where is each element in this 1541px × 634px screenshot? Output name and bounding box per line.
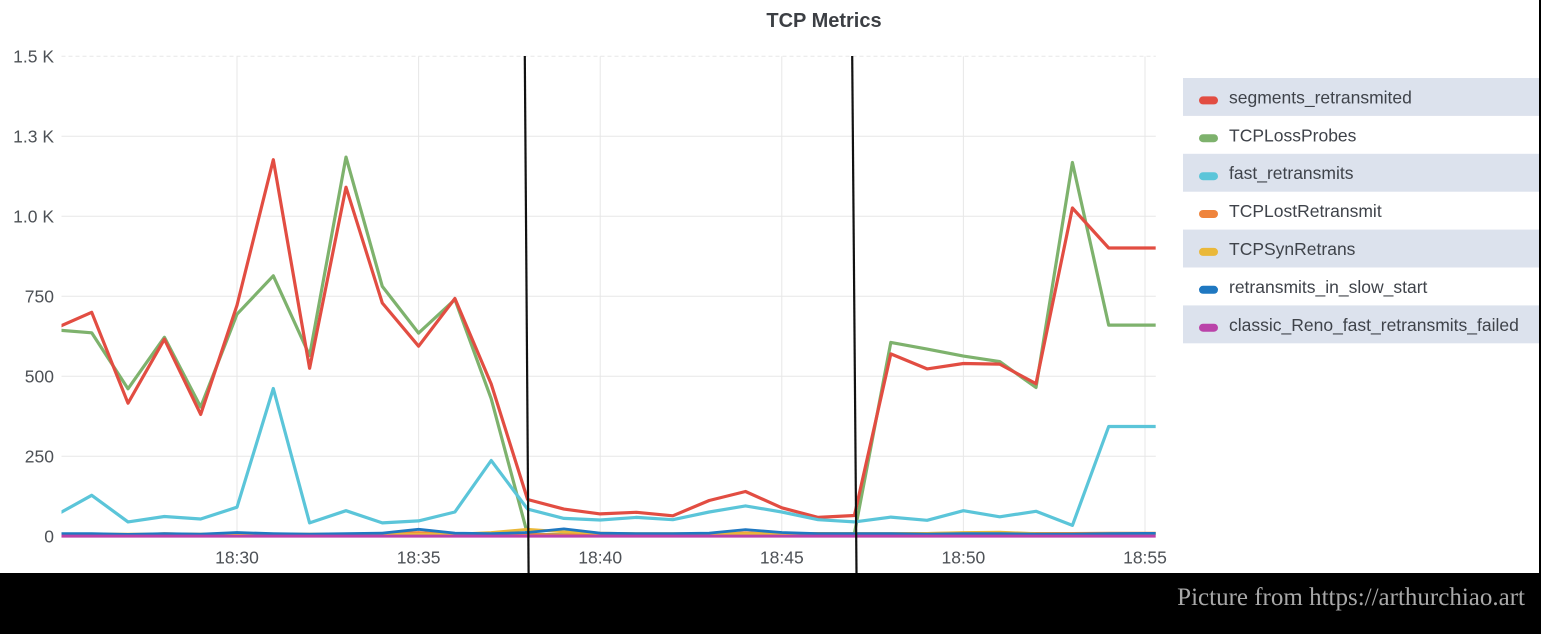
svg-text:classic_Reno_fast_retransmits_: classic_Reno_fast_retransmits_failed	[1229, 315, 1519, 336]
svg-text:500: 500	[25, 367, 54, 387]
svg-text:1.5 K: 1.5 K	[13, 47, 54, 67]
svg-text:1.3 K: 1.3 K	[13, 127, 54, 147]
svg-text:18:45: 18:45	[760, 548, 804, 568]
svg-text:18:35: 18:35	[397, 548, 441, 568]
svg-text:segments_retransmited: segments_retransmited	[1229, 88, 1412, 109]
svg-text:TCP Metrics: TCP Metrics	[766, 10, 881, 32]
svg-text:1.0 K: 1.0 K	[13, 207, 54, 227]
svg-text:TCPSynRetrans: TCPSynRetrans	[1229, 239, 1356, 259]
svg-text:fast_retransmits: fast_retransmits	[1229, 163, 1354, 184]
svg-text:0: 0	[44, 527, 54, 547]
svg-text:18:30: 18:30	[215, 548, 259, 568]
svg-text:retransmits_in_slow_start: retransmits_in_slow_start	[1229, 277, 1428, 298]
svg-text:750: 750	[25, 287, 54, 307]
svg-text:TCPLossProbes: TCPLossProbes	[1229, 125, 1357, 145]
svg-text:250: 250	[25, 447, 54, 467]
svg-text:Picture from https://arthurchi: Picture from https://arthurchiao.art	[1177, 584, 1525, 611]
svg-text:18:40: 18:40	[578, 548, 622, 568]
svg-text:18:55: 18:55	[1123, 548, 1167, 568]
svg-text:18:50: 18:50	[942, 548, 986, 568]
svg-text:TCPLostRetransmit: TCPLostRetransmit	[1229, 201, 1382, 221]
